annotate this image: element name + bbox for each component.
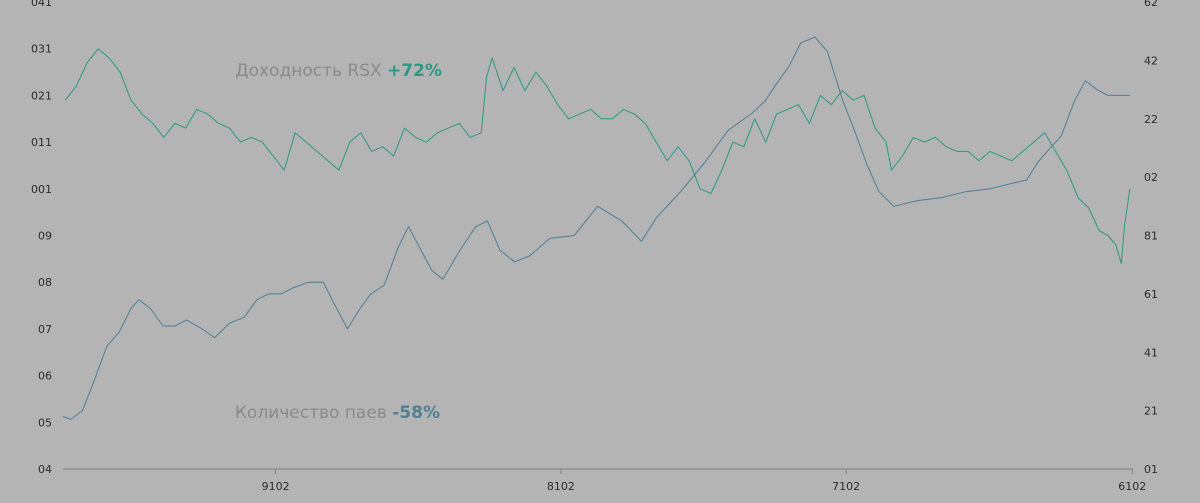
x-tick-label: 6102	[1118, 480, 1146, 493]
annotation-units-label: Количество паев	[235, 403, 387, 423]
y-right-tick-label: 62	[1144, 0, 1158, 9]
y-right-tick-label: 81	[1144, 230, 1158, 243]
series-line-units	[62, 36, 1130, 420]
y-left-tick-label: 07	[38, 323, 52, 336]
y-left-tick-label: 08	[38, 276, 52, 289]
left-y-axis-ticks: 04 05 06 07 08 09 001 011 021 031 041	[31, 0, 52, 476]
series-lines	[62, 36, 1131, 420]
y-left-tick-label: 031	[31, 43, 52, 56]
y-right-tick-label: 22	[1144, 113, 1158, 126]
annotation-yield-label: Доходность RSX	[235, 61, 382, 81]
x-axis-ticks: 6102 7102 8102 9102	[262, 469, 1146, 493]
y-left-tick-label: 011	[31, 136, 52, 149]
right-y-axis-ticks: 01 21 41 61 81 02 22 42 62	[1144, 0, 1158, 476]
y-left-tick-label: 021	[31, 89, 52, 102]
series-line-yield	[64, 48, 1131, 264]
x-tick-label: 8102	[547, 480, 575, 493]
y-left-tick-label: 041	[31, 0, 52, 9]
y-right-tick-label: 42	[1144, 54, 1158, 67]
annotation-yield-value: +72%	[387, 61, 442, 81]
y-left-tick-label: 04	[38, 463, 52, 476]
annotation-units-value: -58%	[392, 403, 440, 423]
y-right-tick-label: 01	[1144, 463, 1158, 476]
y-right-tick-label: 41	[1144, 346, 1158, 359]
y-left-tick-label: 06	[38, 370, 52, 383]
annotation-yield: Доходность RSX +72%	[235, 61, 442, 81]
annotation-units: Количество паев -58%	[235, 403, 440, 423]
y-right-tick-label: 61	[1144, 288, 1158, 301]
y-left-tick-label: 001	[31, 183, 52, 196]
y-left-tick-label: 05	[38, 416, 52, 429]
y-left-tick-label: 09	[38, 230, 52, 243]
x-tick-label: 7102	[832, 480, 860, 493]
x-tick-label: 9102	[262, 480, 290, 493]
y-right-tick-label: 02	[1144, 171, 1158, 184]
y-right-tick-label: 21	[1144, 405, 1158, 418]
